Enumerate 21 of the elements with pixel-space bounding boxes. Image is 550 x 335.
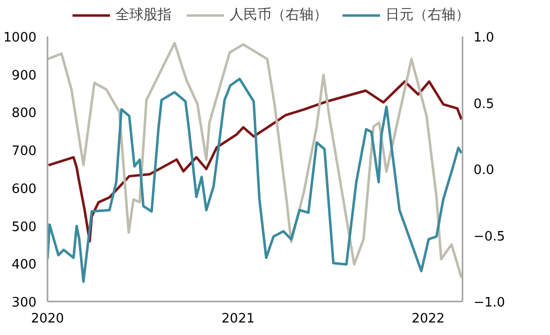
- y2-tick-label: 1.0: [474, 30, 494, 46]
- y-tick-label: 400: [12, 258, 37, 273]
- y-tick-label: 600: [12, 182, 37, 197]
- x-tick-label: 2021: [222, 312, 255, 326]
- y2-tick-label: 0.0: [474, 163, 494, 178]
- y2-tick-label: 0.5: [474, 96, 494, 112]
- y-tick-label: 500: [12, 220, 37, 235]
- y-tick-label: 700: [12, 144, 37, 160]
- x-tick-label: 2020: [30, 312, 64, 326]
- x-tick-label: 2022: [412, 312, 445, 326]
- line-series: [48, 78, 462, 283]
- legend-label: 全球股指: [116, 6, 172, 24]
- y2-tick-label: −1.0: [474, 296, 506, 310]
- y-tick-label: 1000: [3, 30, 37, 46]
- legend-label: 人民币（右轴）: [230, 6, 328, 24]
- line-series: [48, 42, 462, 279]
- y-tick-label: 900: [12, 68, 37, 84]
- y2-tick-label: −0.5: [474, 229, 506, 244]
- legend-label: 日元（右轴）: [386, 6, 470, 24]
- y-tick-label: 300: [12, 296, 37, 310]
- y-tick-label: 800: [12, 106, 37, 122]
